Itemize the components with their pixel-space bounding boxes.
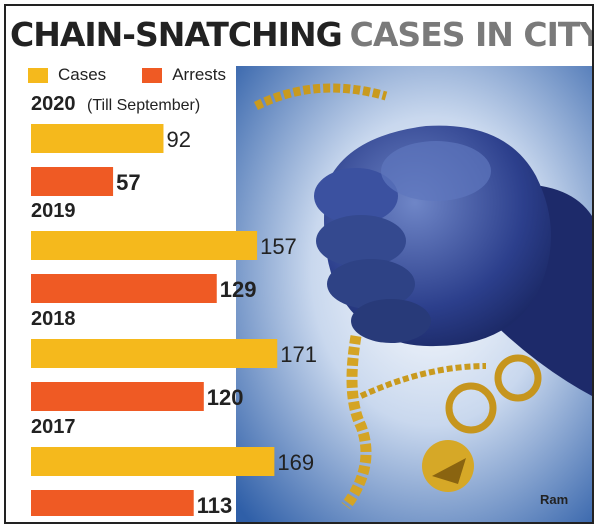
fist-chain-illustration bbox=[236, 66, 592, 522]
artist-credit: Ram bbox=[540, 492, 569, 507]
year-label-2019: 2019 bbox=[31, 200, 76, 222]
title-part-dark: CHAIN-SNATCHING bbox=[10, 15, 343, 54]
infographic-frame: CHAIN-SNATCHING CASES IN CITY bbox=[4, 4, 594, 524]
bar-cases-2018 bbox=[31, 339, 278, 368]
legend-label-arrests: Arrests bbox=[172, 65, 227, 84]
bar-arrests-2017 bbox=[31, 490, 194, 516]
legend-swatch-cases bbox=[28, 67, 48, 83]
value-label-cases-2019: 157 bbox=[260, 234, 297, 259]
year-label-2018: 2018 bbox=[31, 308, 76, 330]
bar-cases-2019 bbox=[31, 231, 258, 260]
value-label-cases-2017: 169 bbox=[277, 450, 314, 475]
value-label-cases-2020: 92 bbox=[166, 127, 190, 152]
year-label-2020: 2020 bbox=[31, 93, 76, 115]
bar-arrests-2019 bbox=[31, 274, 217, 303]
legend-label-cases: Cases bbox=[58, 65, 107, 84]
value-label-arrests-2020: 57 bbox=[116, 170, 140, 195]
title-part-grey: CASES IN CITY bbox=[349, 15, 594, 54]
year-note-2020: (Till September) bbox=[87, 97, 200, 114]
bar-cases-2020 bbox=[31, 124, 164, 153]
bar-arrests-2018 bbox=[31, 382, 204, 411]
value-label-arrests-2018: 120 bbox=[207, 385, 244, 410]
value-label-arrests-2017: 113 bbox=[197, 493, 233, 516]
legend-swatch-arrests bbox=[142, 67, 163, 83]
chart-title: CHAIN-SNATCHING CASES IN CITY bbox=[10, 12, 594, 58]
bar-arrests-2020 bbox=[31, 167, 114, 196]
year-label-2017: 2017 bbox=[31, 416, 76, 438]
value-label-cases-2018: 171 bbox=[280, 342, 317, 367]
value-label-arrests-2019: 129 bbox=[220, 277, 257, 302]
chart-legend: Cases Arrests bbox=[28, 64, 262, 86]
bar-cases-2017 bbox=[31, 447, 275, 476]
